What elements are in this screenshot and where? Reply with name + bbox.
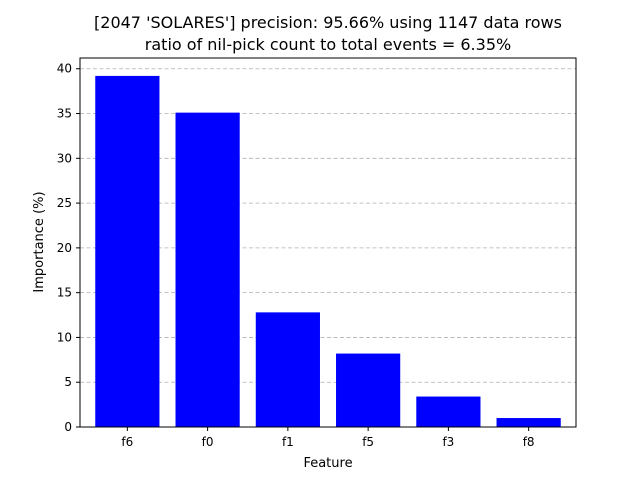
bar-f3 [416, 396, 481, 427]
y-tick-label-30: 30 [57, 151, 72, 165]
x-axis-label: Feature [303, 456, 352, 471]
bar-f6 [95, 75, 160, 427]
y-axis-label: Importance (%) [32, 191, 47, 292]
y-axis-ticks: 0 5 10 15 20 25 30 35 40 [57, 62, 80, 434]
chart-title: [2047 'SOLARES'] precision: 95.66% using… [94, 13, 562, 32]
bar-f5 [336, 353, 401, 427]
y-tick-label-40: 40 [57, 62, 72, 76]
y-tick-label-35: 35 [57, 107, 72, 121]
plot-frame [79, 57, 577, 428]
bar-f1 [255, 312, 320, 427]
x-axis-ticks: f6 f0 f1 f5 f3 f8 [121, 427, 535, 449]
y-tick-label-20: 20 [57, 241, 72, 255]
bars [95, 75, 561, 428]
x-tick-label-f0: f0 [202, 435, 214, 449]
x-tick-label-f1: f1 [282, 435, 294, 449]
chart-subtitle: ratio of nil-pick count to total events … [145, 35, 511, 54]
grid-lines [80, 68, 576, 383]
x-tick-label-f3: f3 [442, 435, 454, 449]
x-tick-label-f5: f5 [362, 435, 374, 449]
bar-f0 [175, 112, 240, 428]
y-tick-label-15: 15 [57, 286, 72, 300]
x-tick-label-f6: f6 [121, 435, 133, 449]
y-tick-label-0: 0 [64, 420, 72, 434]
y-tick-label-10: 10 [57, 330, 72, 344]
y-tick-label-25: 25 [57, 196, 72, 210]
bar-f8 [496, 418, 561, 427]
y-tick-label-5: 5 [64, 375, 72, 389]
x-tick-label-f8: f8 [523, 435, 535, 449]
